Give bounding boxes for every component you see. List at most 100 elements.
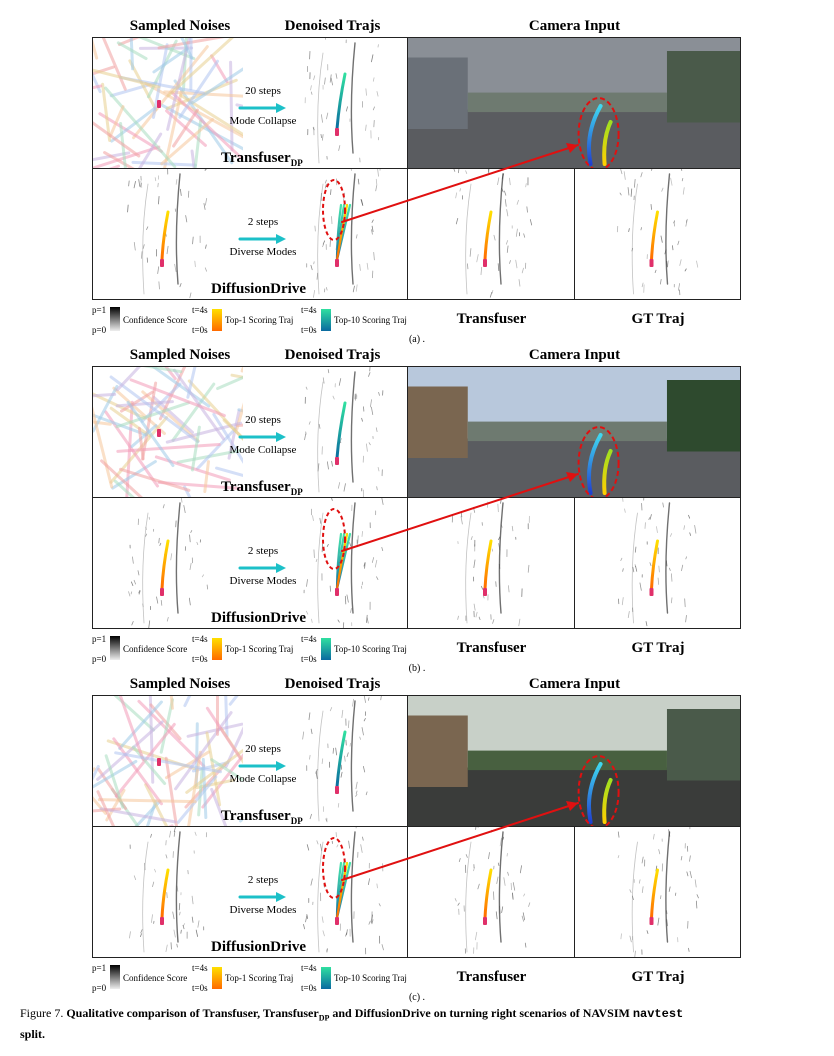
step-arrow-top — [238, 102, 288, 114]
lidar-point — [194, 831, 197, 836]
lidar-point — [527, 564, 530, 573]
denoised-plot-top — [283, 38, 403, 168]
ego-vehicle — [649, 917, 654, 925]
lidar-point — [310, 85, 312, 91]
lidar-point — [306, 579, 308, 587]
noise-traj — [222, 418, 243, 441]
top10-colorbar — [321, 967, 331, 989]
lidar-point — [357, 178, 360, 185]
lidar-point — [375, 178, 378, 186]
top10-traj — [335, 401, 347, 460]
lidar-point — [131, 621, 134, 626]
noise-plot-top — [93, 367, 243, 497]
lidar-point — [475, 611, 478, 618]
lidar-point — [375, 185, 378, 192]
noise-traj — [93, 65, 115, 76]
lidar-point — [368, 372, 371, 377]
lidar-point — [641, 856, 644, 864]
lidar-point — [141, 251, 143, 259]
lidar-point — [476, 254, 479, 263]
lidar-point — [640, 227, 642, 231]
lidar-point — [507, 871, 509, 876]
noise-traj — [166, 38, 234, 98]
steps-label-top: 20 steps — [245, 743, 281, 755]
top1-colorbar — [212, 967, 222, 989]
lidar-point — [206, 584, 209, 590]
caption-mono: navtest — [632, 1007, 684, 1021]
lidar-point — [381, 944, 384, 951]
lidar-point — [453, 169, 456, 172]
lidar-point — [148, 620, 151, 628]
lidar-point — [158, 537, 160, 544]
lidar-point — [377, 466, 380, 472]
noise-traj — [93, 759, 138, 789]
model-label-transfuser-dp: TransfuserDP — [221, 150, 303, 168]
lidar-point — [341, 709, 344, 718]
lidar-point — [482, 595, 485, 599]
lidar-point — [191, 916, 194, 923]
header-denoised-trajs: Denoised Trajs — [284, 347, 381, 363]
legend-confidence-score: Confidence Score — [123, 644, 188, 654]
lidar-point — [310, 728, 313, 735]
lidar-point — [142, 244, 145, 249]
lidar-point — [688, 947, 690, 952]
lidar-point — [357, 535, 359, 544]
camera-midground — [467, 421, 667, 442]
noise-traj — [108, 105, 125, 138]
steps-label-top: 20 steps — [245, 414, 281, 426]
lidar-point — [677, 283, 681, 291]
lidar-point — [146, 226, 149, 230]
lidar-point — [505, 240, 509, 245]
lidar-point — [381, 547, 384, 552]
lidar-point — [329, 707, 333, 712]
lidar-point — [174, 263, 177, 272]
lidar-point — [689, 532, 692, 536]
lidar-point — [504, 190, 507, 196]
lidar-point — [182, 924, 185, 930]
noise-traj — [115, 367, 141, 392]
noise-plot-top — [93, 696, 243, 826]
lidar-point — [519, 865, 522, 874]
top1-traj — [160, 210, 170, 262]
lidar-point — [179, 911, 181, 916]
noise-traj — [228, 696, 239, 706]
lane-edge — [142, 841, 149, 953]
lidar-point — [368, 697, 370, 701]
lidar-point — [478, 616, 481, 620]
legend-t0s-a: t=0s — [192, 325, 208, 335]
diverse-modes-highlight — [319, 506, 349, 572]
legend-top1: Top-1 Scoring Traj — [225, 315, 294, 325]
subfigure-label: (c) . — [408, 992, 426, 1003]
noise-traj — [148, 696, 155, 784]
lidar-point — [372, 106, 375, 111]
top1-colorbar — [212, 638, 222, 660]
mode-label-top: Mode Collapse — [229, 444, 297, 456]
header-camera-input: Camera Input — [528, 676, 621, 692]
caption-bold-b: and DiffusionDrive on turning right scen… — [329, 1006, 633, 1020]
noise-traj — [163, 89, 183, 168]
lane-edge — [665, 831, 671, 943]
lidar-point — [132, 556, 134, 564]
lidar-point — [621, 597, 624, 606]
lidar-point — [331, 460, 333, 467]
ego-vehicle — [483, 259, 487, 267]
noise-traj — [96, 720, 164, 781]
lidar-point — [658, 565, 660, 573]
lidar-point — [672, 245, 674, 251]
lidar-point — [516, 199, 519, 205]
noise-traj — [113, 696, 156, 732]
lidar-point — [673, 220, 675, 224]
ego-vehicle — [157, 429, 161, 437]
lidar-point — [129, 931, 131, 939]
noise-traj — [93, 796, 107, 815]
lidar-point — [362, 765, 366, 773]
lidar-point — [309, 754, 311, 760]
lidar-point — [684, 598, 686, 608]
lidar-point — [325, 287, 328, 291]
lidar-point — [361, 417, 363, 422]
noise-traj — [93, 39, 99, 60]
noise-traj — [137, 426, 145, 461]
lidar-point — [529, 219, 533, 226]
legend-top10: Top-10 Scoring Traj — [334, 644, 407, 654]
lidar-point — [355, 284, 358, 292]
